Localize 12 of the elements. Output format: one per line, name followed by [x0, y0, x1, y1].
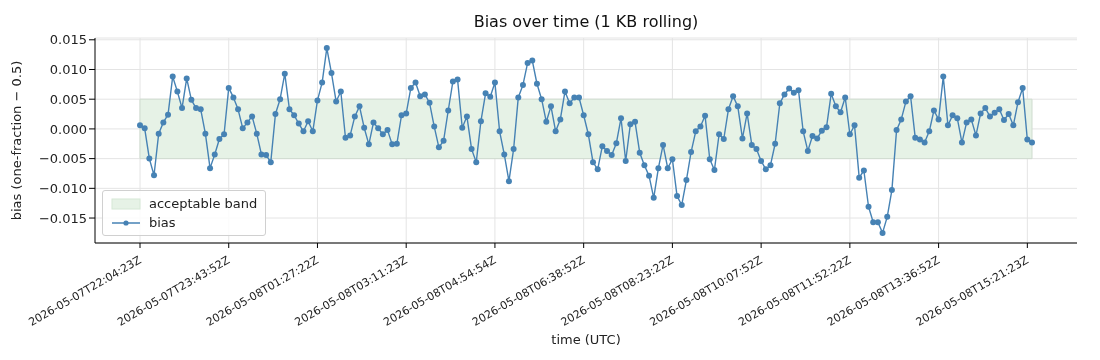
chart-title: Bias over time (1 KB rolling) [472, 12, 700, 31]
legend-label: acceptable band [149, 196, 258, 211]
y-axis-title: bias (one-fraction − 0.5) [8, 60, 24, 221]
y-tick-label: −0.005 [38, 151, 87, 167]
y-tick-label: 0.000 [49, 121, 87, 137]
y-tick-label: 0.010 [49, 62, 87, 78]
y-tick-label: −0.015 [38, 210, 87, 226]
legend-label: bias [149, 215, 176, 230]
y-tick-label: −0.010 [38, 180, 87, 196]
x-axis-title: time (UTC) [551, 332, 621, 347]
y-tick-label: 0.015 [49, 32, 87, 48]
y-tick-label: 0.005 [49, 91, 87, 107]
